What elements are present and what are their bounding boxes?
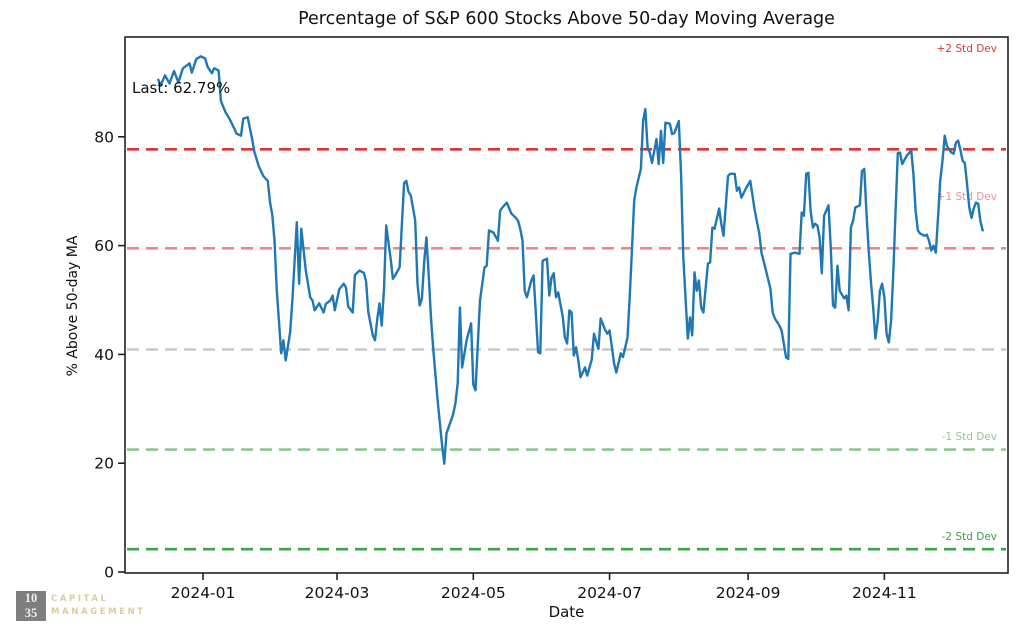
plus1-std-dev-label: +1 Std Dev <box>937 191 997 203</box>
minus2-std-dev-label: -2 Std Dev <box>942 531 997 543</box>
logo-management-text: MANAGEMENT <box>51 606 146 617</box>
company-logo: 10 35 CAPITAL MANAGEMENT <box>16 591 146 621</box>
logo-box-bottom: 35 <box>24 605 38 620</box>
y-tick-label: 20 <box>94 455 114 473</box>
y-tick-label: 60 <box>94 237 114 255</box>
x-tick-label: 2024-11 <box>852 584 917 602</box>
series-line <box>157 55 984 465</box>
logo-box-top: 10 <box>24 591 38 605</box>
y-tick-label: 0 <box>104 564 114 582</box>
x-tick-label: 2024-09 <box>716 584 781 602</box>
x-tick-label: 2024-03 <box>305 584 370 602</box>
chart-title: Percentage of S&P 600 Stocks Above 50-da… <box>298 9 835 29</box>
minus1-std-dev-label: -1 Std Dev <box>942 431 997 443</box>
plus2-std-dev-label: +2 Std Dev <box>937 43 997 55</box>
x-tick-label: 2024-01 <box>171 584 236 602</box>
y-tick-label: 40 <box>94 346 114 364</box>
y-tick-label: 80 <box>94 128 114 146</box>
last-value-annotation: Last: 62.79% <box>132 79 231 97</box>
x-tick-label: 2024-05 <box>441 584 506 602</box>
logo-capital-text: CAPITAL <box>51 594 109 604</box>
x-tick-label: 2024-07 <box>577 584 642 602</box>
logo-wordmark: CAPITAL MANAGEMENT <box>51 591 146 618</box>
y-axis-label: % Above 50-day MA <box>65 235 81 377</box>
x-axis-label: Date <box>548 603 585 621</box>
logo-1035-box: 10 35 <box>16 591 46 621</box>
plot-border <box>124 36 1009 574</box>
